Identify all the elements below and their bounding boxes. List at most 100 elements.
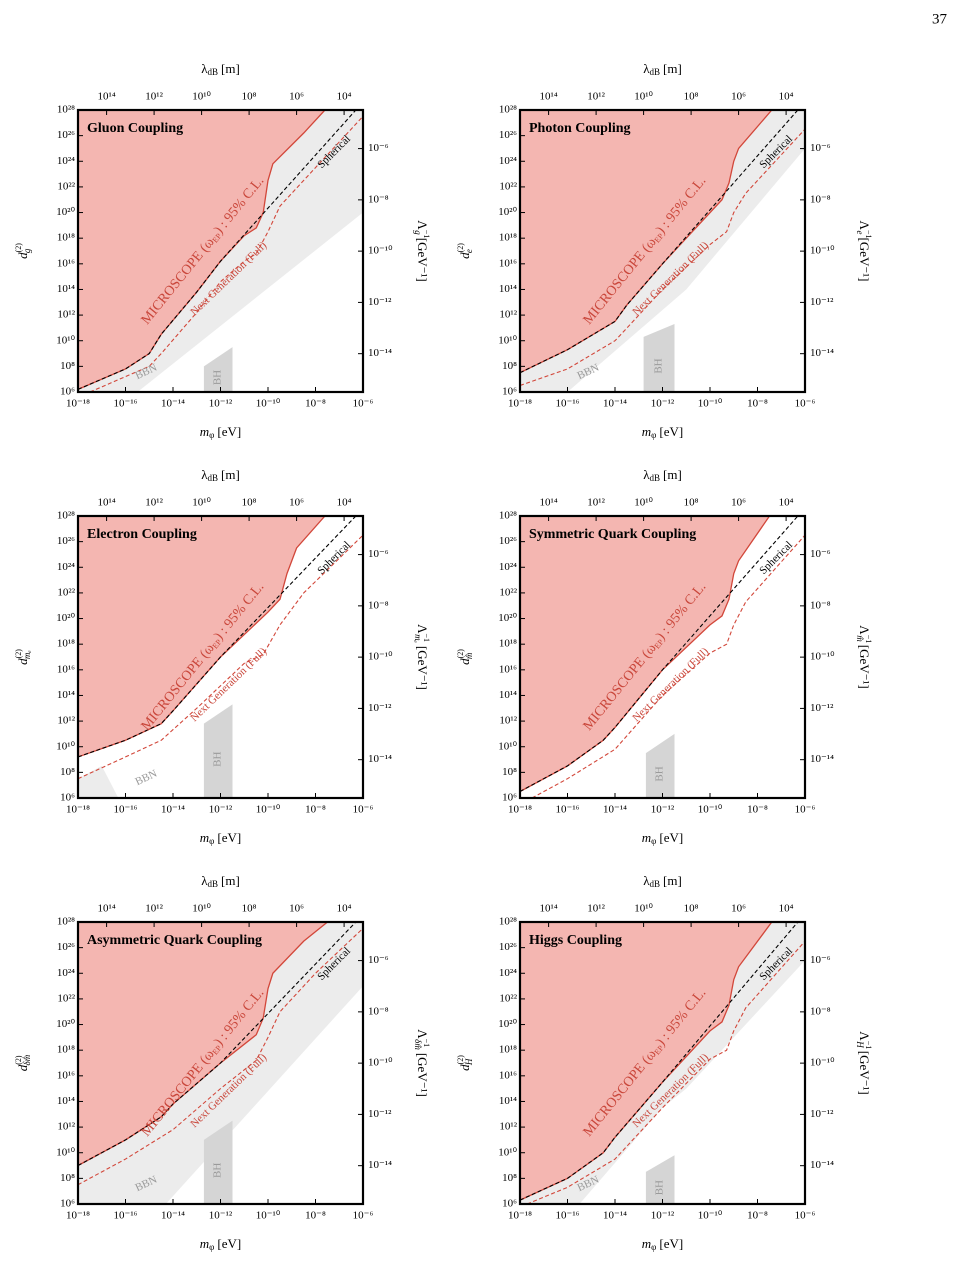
y-tick-label: 10¹⁰ xyxy=(498,334,517,346)
subscript: dB xyxy=(650,67,661,77)
unit: [m] xyxy=(663,61,682,76)
y-tick-label: 10²⁶ xyxy=(57,129,75,141)
y-tick-label: 10⁶ xyxy=(60,1198,75,1210)
x-tick-label: 10⁻¹⁰ xyxy=(256,804,281,816)
subscript: e xyxy=(855,230,865,234)
y-tick-label: 10¹² xyxy=(57,309,75,321)
y-tick-label: 10²⁶ xyxy=(499,129,517,141)
y-tick-label: 10¹⁶ xyxy=(57,1069,75,1081)
y2-tick-label: 10⁻¹⁴ xyxy=(810,347,834,359)
panel: MICROSCOPE (ωEP) : 95% C.L.Next Generati… xyxy=(456,467,873,846)
y-tick-label: 10²⁸ xyxy=(499,916,517,928)
y-tick-label: 10¹⁰ xyxy=(56,1146,75,1158)
subscript: H xyxy=(464,1058,474,1066)
x2-tick-label: 10⁴ xyxy=(337,903,352,915)
symbol: λ xyxy=(643,873,650,888)
y-tick-label: 10²⁶ xyxy=(499,941,517,953)
x-tick-label: 10⁻¹⁸ xyxy=(66,398,90,410)
y-tick-label: 10¹⁶ xyxy=(499,257,517,269)
top-axis-label: λdB [m] xyxy=(201,467,240,483)
y2-axis-label: Λ−1m̂ [GeV⁻¹] xyxy=(855,625,873,688)
y2-axis-label: Λ−1g [GeV⁻¹] xyxy=(413,220,431,281)
y-tick-label: 10¹⁰ xyxy=(56,740,75,752)
y-tick-label: 10¹⁰ xyxy=(498,1146,517,1158)
x2-tick-label: 10¹⁴ xyxy=(540,903,558,915)
bh-region xyxy=(645,733,675,798)
y-tick-label: 10⁸ xyxy=(60,766,75,778)
panel: MICROSCOPE (ωEP) : 95% C.L.Next Generati… xyxy=(456,61,873,440)
bh-label: BH xyxy=(212,370,224,385)
y2-tick-label: 10⁻⁶ xyxy=(810,548,831,560)
symbol: d xyxy=(15,252,30,259)
x2-tick-label: 10⁶ xyxy=(289,91,304,103)
x-tick-label: 10⁻¹⁶ xyxy=(556,398,580,410)
plot-area xyxy=(78,110,363,392)
y2-tick-label: 10⁻¹² xyxy=(810,296,834,308)
x2-tick-label: 10¹⁰ xyxy=(634,497,653,509)
panel-title: Higgs Coupling xyxy=(529,933,622,948)
subscript: φ xyxy=(209,430,214,440)
plot-area xyxy=(520,516,805,798)
y2-tick-label: 10⁻¹² xyxy=(368,702,392,714)
y-axis-label: d(2)H xyxy=(456,1055,474,1071)
x-tick-label: 10⁻¹⁴ xyxy=(603,398,627,410)
y2-tick-label: 10⁻¹⁰ xyxy=(810,245,835,257)
symbol: d xyxy=(457,658,472,665)
y-tick-label: 10²⁸ xyxy=(57,104,75,116)
y-tick-label: 10²² xyxy=(499,992,517,1004)
symbol: Λ xyxy=(415,624,430,634)
unit: [GeV⁻¹] xyxy=(415,1053,430,1097)
y-tick-label: 10²² xyxy=(57,992,75,1004)
spherical-line xyxy=(520,110,799,374)
y-tick-label: 10¹⁴ xyxy=(57,689,75,701)
unit: [eV] xyxy=(659,424,683,439)
plot-frame xyxy=(76,108,365,394)
superscript: (2) xyxy=(14,1055,23,1065)
exclusion-line xyxy=(520,516,771,793)
unit: [m] xyxy=(663,467,682,482)
x-tick-label: 10⁻⁶ xyxy=(353,398,374,410)
x-tick-label: 10⁻⁶ xyxy=(353,1210,374,1222)
x-tick-label: 10⁻⁶ xyxy=(353,804,374,816)
x2-tick-label: 10¹⁰ xyxy=(192,91,211,103)
y-tick-label: 10¹² xyxy=(499,1121,517,1133)
unit: [m] xyxy=(221,61,240,76)
unit: [eV] xyxy=(217,1236,241,1251)
y-tick-label: 10²⁴ xyxy=(499,561,517,573)
y-tick-label: 10²² xyxy=(499,180,517,192)
y-tick-label: 10²⁰ xyxy=(498,612,517,624)
symbol: λ xyxy=(201,873,208,888)
x2-tick-label: 10⁴ xyxy=(779,91,794,103)
y-axis-label: d(2)m̂ xyxy=(456,649,474,665)
x2-tick-label: 10¹⁰ xyxy=(634,91,653,103)
superscript: −1 xyxy=(864,230,873,239)
unit: [m] xyxy=(663,873,682,888)
x-tick-label: 10⁻¹⁸ xyxy=(508,804,532,816)
y-tick-label: 10¹² xyxy=(499,715,517,727)
y2-tick-label: 10⁻¹² xyxy=(810,1108,834,1120)
subscript: dB xyxy=(208,473,219,483)
symbol: Λ xyxy=(415,1029,430,1039)
subscript: φ xyxy=(651,836,656,846)
x2-tick-label: 10¹⁰ xyxy=(192,497,211,509)
symbol: m xyxy=(200,1236,209,1251)
x2-tick-label: 10¹² xyxy=(145,91,163,103)
unit: [GeV⁻¹] xyxy=(415,646,430,690)
y-tick-label: 10¹⁴ xyxy=(499,283,517,295)
x2-tick-label: 10⁸ xyxy=(242,903,257,915)
y2-axis-label: Λ−1H [GeV⁻¹] xyxy=(855,1031,873,1094)
next-generation-line xyxy=(531,534,805,798)
x-tick-label: 10⁻¹⁴ xyxy=(603,1210,627,1222)
y2-tick-label: 10⁻⁶ xyxy=(368,142,389,154)
y-tick-label: 10⁶ xyxy=(60,792,75,804)
bh-region xyxy=(645,1155,675,1204)
y-tick-label: 10¹⁴ xyxy=(499,689,517,701)
y-tick-label: 10²⁴ xyxy=(57,967,75,979)
panel: MICROSCOPE (ωEP) : 95% C.L.Next Generati… xyxy=(14,61,431,440)
y2-tick-label: 10⁻⁶ xyxy=(810,954,831,966)
symbol: λ xyxy=(201,467,208,482)
superscript: −1 xyxy=(422,230,431,239)
x-tick-label: 10⁻¹⁸ xyxy=(66,1210,90,1222)
subscript: φ xyxy=(651,430,656,440)
